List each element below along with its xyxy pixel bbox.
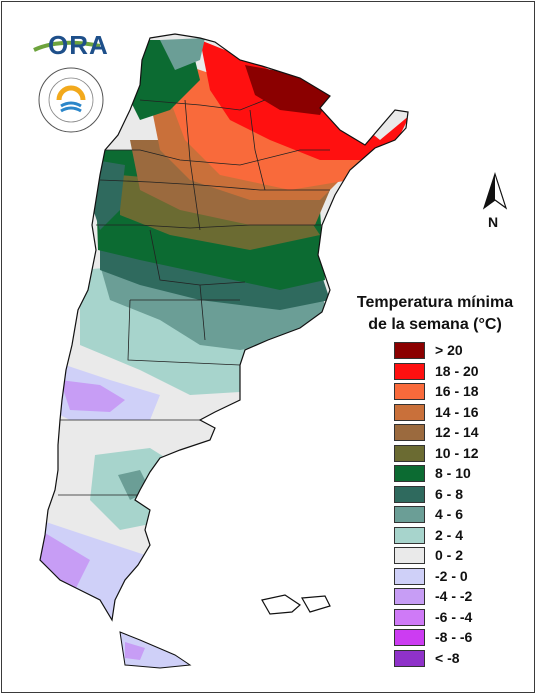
legend-swatch (394, 444, 425, 462)
legend-swatch (394, 588, 425, 605)
legend-swatch (394, 547, 425, 564)
legend-label: 16 - 18 (435, 383, 479, 399)
legend-label: 0 - 2 (435, 547, 464, 563)
legend-swatch (394, 383, 425, 400)
legend-label: -8 - -6 (435, 629, 473, 645)
smn-seal-logo (37, 66, 105, 134)
legend-label: 4 - 6 (435, 506, 464, 522)
legend-label: > 20 (435, 342, 463, 358)
smn-seal-icon (38, 67, 104, 133)
legend-label: 8 - 10 (435, 465, 471, 481)
legend-row: > 20 (394, 342, 524, 360)
north-arrow: N (480, 172, 510, 232)
ora-logo-text: ORA (48, 30, 109, 60)
legend-swatch (394, 362, 425, 380)
legend-swatch (394, 403, 425, 421)
north-label: N (488, 214, 499, 230)
legend-label: 14 - 16 (435, 403, 479, 420)
legend-title-line2: de la semana (°C) (368, 316, 502, 333)
legend-label: 10 - 12 (435, 444, 479, 461)
legend-swatch (394, 465, 425, 482)
legend-row: 4 - 6 (394, 506, 524, 524)
legend-label: 6 - 8 (435, 485, 464, 502)
legend-swatch (394, 485, 425, 503)
legend-swatch (394, 342, 425, 359)
legend-swatch (394, 608, 425, 626)
legend-label: 12 - 14 (435, 424, 479, 440)
legend-row: 14 - 16 (394, 403, 524, 422)
legend-row: -2 - 0 (394, 567, 524, 586)
legend-label: -6 - -4 (435, 608, 473, 625)
legend-swatch (394, 424, 425, 441)
legend-label: 18 - 20 (435, 362, 479, 379)
legend-swatch (394, 629, 425, 646)
legend-row: 8 - 10 (394, 465, 524, 483)
legend-label: -4 - -2 (435, 588, 473, 604)
legend-label: < -8 (435, 649, 460, 666)
legend-row: 0 - 2 (394, 547, 524, 565)
malvinas-islands (261, 594, 301, 615)
legend-row: 18 - 20 (394, 362, 524, 381)
legend-row: 6 - 8 (394, 485, 524, 504)
legend-label: 2 - 4 (435, 526, 464, 543)
ora-swoosh-icon (33, 40, 101, 52)
legend: Temperatura mínima de la semana (°C) > 2… (340, 292, 530, 667)
legend-row: 16 - 18 (394, 383, 524, 401)
legend-swatch (394, 506, 425, 523)
legend-row: 2 - 4 (394, 526, 524, 545)
legend-row: -6 - -4 (394, 608, 524, 627)
legend-title-line1: Temperatura mínima (356, 294, 514, 311)
legend-row: < -8 (394, 649, 524, 668)
legend-row: 12 - 14 (394, 424, 524, 442)
legend-swatch (394, 567, 425, 585)
legend-swatch (394, 649, 425, 667)
legend-row: 10 - 12 (394, 444, 524, 463)
legend-swatch (394, 526, 425, 544)
province-borders (58, 99, 330, 496)
legend-row: -8 - -6 (394, 629, 524, 647)
ora-logo: ORA (30, 28, 110, 62)
legend-label: -2 - 0 (435, 567, 468, 584)
north-arrow-icon (482, 172, 508, 210)
legend-row: -4 - -2 (394, 588, 524, 606)
